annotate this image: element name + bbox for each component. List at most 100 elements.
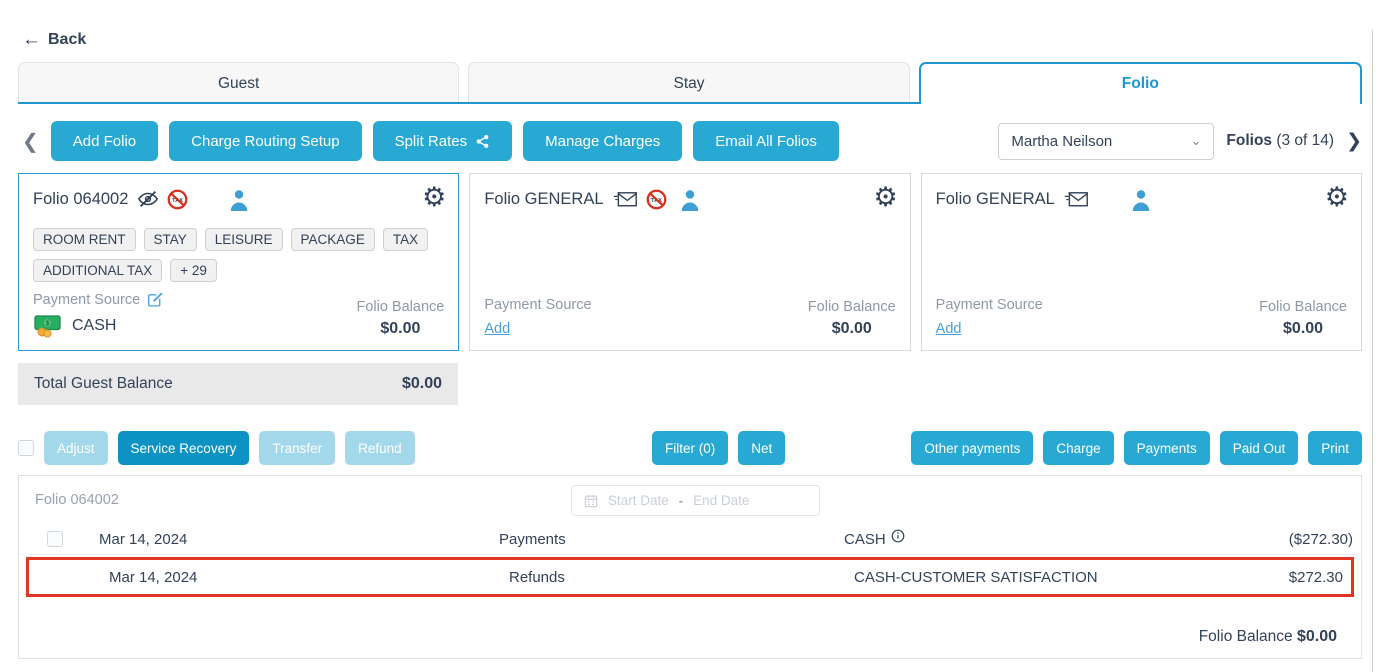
info-icon[interactable] bbox=[891, 529, 905, 543]
split-rates-button[interactable]: Split Rates bbox=[372, 121, 513, 161]
transactions-table: Folio 064002 Start Date - End Date Mar 1… bbox=[18, 475, 1362, 659]
mail-send-icon bbox=[613, 191, 637, 206]
folios-count-label: Folios (3 of 14) bbox=[1226, 132, 1334, 150]
tag-additional-tax: ADDITIONAL TAX bbox=[33, 259, 163, 282]
share-icon bbox=[476, 134, 489, 148]
filter-button[interactable]: Filter (0) bbox=[652, 431, 729, 465]
total-guest-balance-label: Total Guest Balance bbox=[34, 375, 173, 392]
highlighted-row-outline: Mar 14, 2024 Refunds CASH-CUSTOMER SATIS… bbox=[26, 557, 1354, 597]
guest-selector-value: Martha Neilson bbox=[1011, 132, 1113, 150]
back-link[interactable]: ← Back bbox=[22, 30, 86, 49]
folio-card-general-1[interactable]: Folio GENERAL TAX bbox=[469, 173, 911, 351]
email-all-folios-button[interactable]: Email All Folios bbox=[693, 121, 839, 161]
add-folio-button[interactable]: Add Folio bbox=[50, 121, 159, 161]
tab-guest[interactable]: Guest bbox=[18, 62, 460, 104]
edit-icon[interactable] bbox=[147, 291, 164, 308]
table-folio-balance-value: $0.00 bbox=[1296, 628, 1337, 645]
manage-charges-button[interactable]: Manage Charges bbox=[523, 121, 683, 161]
transaction-type: Payments bbox=[499, 530, 566, 548]
transaction-description: CASH bbox=[844, 530, 886, 548]
net-button[interactable]: Net bbox=[738, 431, 786, 465]
folio-balance-label: Folio Balance bbox=[356, 299, 445, 315]
folio-cards: Folio 064002 TAX bbox=[18, 173, 1362, 351]
gear-icon[interactable]: ⚙ bbox=[422, 182, 447, 212]
folio-balance-value: $0.00 bbox=[1283, 320, 1324, 337]
adjust-button[interactable]: Adjust bbox=[44, 431, 108, 465]
charge-tags: ROOM RENT STAY LEISURE PACKAGE TAX ADDIT… bbox=[33, 228, 444, 282]
folio-card-title: Folio 064002 bbox=[33, 189, 129, 208]
payment-source-label: Payment Source bbox=[33, 291, 141, 308]
gear-icon[interactable]: ⚙ bbox=[1324, 182, 1349, 212]
eye-off-icon bbox=[138, 191, 159, 207]
table-folio-balance-label: Folio Balance bbox=[1198, 628, 1293, 645]
tag-package: PACKAGE bbox=[290, 228, 375, 251]
mail-send-icon bbox=[1064, 191, 1088, 206]
service-recovery-button[interactable]: Service Recovery bbox=[117, 431, 250, 465]
transaction-row-refund[interactable]: Mar 14, 2024 Refunds CASH-CUSTOMER SATIS… bbox=[29, 560, 1351, 594]
date-range-input[interactable]: Start Date - End Date bbox=[571, 485, 820, 516]
transaction-row-payment[interactable]: Mar 14, 2024 Payments CASH ($272.30) bbox=[19, 524, 1361, 555]
folios-word: Folios bbox=[1226, 132, 1273, 149]
tab-underline bbox=[18, 102, 926, 104]
tag-more-count[interactable]: + 29 bbox=[170, 259, 217, 282]
tag-room-rent: ROOM RENT bbox=[33, 228, 136, 251]
calendar-icon bbox=[584, 494, 598, 507]
folio-page: ← Back Guest Stay Folio ❮ Add Folio Char… bbox=[0, 30, 1379, 672]
charge-routing-setup-button[interactable]: Charge Routing Setup bbox=[169, 121, 362, 161]
person-icon[interactable] bbox=[1130, 188, 1152, 212]
no-tax-icon: TAX bbox=[168, 189, 188, 209]
folios-count: (3 of 14) bbox=[1276, 132, 1335, 149]
tab-stay[interactable]: Stay bbox=[468, 62, 910, 104]
tag-tax: TAX bbox=[382, 228, 429, 251]
guest-selector-dropdown[interactable]: Martha Neilson ⌄ bbox=[998, 122, 1215, 160]
back-arrow-icon: ← bbox=[22, 29, 41, 50]
tab-bar: Guest Stay Folio bbox=[18, 62, 1362, 104]
folio-toolbar: ❮ Add Folio Charge Routing Setup Split R… bbox=[18, 121, 1362, 161]
prev-folios-chevron-icon[interactable]: ❮ bbox=[22, 130, 39, 153]
transaction-description: CASH-CUSTOMER SATISFACTION bbox=[854, 568, 1098, 586]
other-payments-button[interactable]: Other payments bbox=[911, 431, 1034, 465]
end-date-placeholder: End Date bbox=[693, 493, 750, 508]
svg-text:$: $ bbox=[46, 321, 50, 327]
person-icon[interactable] bbox=[228, 188, 250, 212]
folio-card-general-2[interactable]: Folio GENERAL ⚙ bbox=[920, 173, 1362, 351]
chevron-down-icon: ⌄ bbox=[1190, 133, 1202, 148]
transaction-type: Refunds bbox=[509, 568, 565, 586]
cash-icon: $ bbox=[34, 315, 61, 338]
gear-icon[interactable]: ⚙ bbox=[873, 182, 898, 212]
folio-card-title: Folio GENERAL bbox=[935, 189, 1055, 208]
transaction-date: Mar 14, 2024 bbox=[99, 530, 188, 548]
payment-source-value: CASH bbox=[72, 317, 117, 334]
transaction-amount: ($272.30) bbox=[1288, 530, 1353, 548]
page-right-divider bbox=[1372, 30, 1373, 672]
table-folio-label: Folio 064002 bbox=[35, 492, 119, 508]
folio-card-064002[interactable]: Folio 064002 TAX bbox=[18, 173, 460, 351]
start-date-placeholder: Start Date bbox=[608, 493, 669, 508]
folio-card-title: Folio GENERAL bbox=[484, 189, 604, 208]
payment-source-label: Payment Source bbox=[484, 297, 592, 313]
payment-source-label: Payment Source bbox=[935, 297, 1043, 313]
row-checkbox[interactable] bbox=[47, 531, 63, 547]
person-icon[interactable] bbox=[679, 188, 701, 212]
folio-balance-label: Folio Balance bbox=[1259, 299, 1347, 315]
split-rates-label: Split Rates bbox=[394, 132, 468, 150]
transfer-button[interactable]: Transfer bbox=[259, 431, 336, 465]
transaction-actions: Adjust Service Recovery Transfer Refund … bbox=[18, 431, 1362, 465]
payments-button[interactable]: Payments bbox=[1123, 431, 1210, 465]
folio-balance-value: $0.00 bbox=[831, 320, 872, 337]
transaction-date: Mar 14, 2024 bbox=[109, 568, 198, 586]
table-folio-balance: Folio Balance $0.00 bbox=[1199, 628, 1337, 646]
add-payment-source-link[interactable]: Add bbox=[484, 321, 511, 337]
select-all-checkbox[interactable] bbox=[18, 440, 34, 456]
tag-stay: STAY bbox=[143, 228, 197, 251]
refund-button[interactable]: Refund bbox=[345, 431, 415, 465]
date-separator: - bbox=[678, 493, 684, 508]
tab-folio[interactable]: Folio bbox=[918, 62, 1362, 104]
paid-out-button[interactable]: Paid Out bbox=[1219, 431, 1299, 465]
print-button[interactable]: Print bbox=[1308, 431, 1362, 465]
total-guest-balance-bar: Total Guest Balance $0.00 bbox=[18, 363, 458, 405]
charge-button[interactable]: Charge bbox=[1043, 431, 1114, 465]
add-payment-source-link[interactable]: Add bbox=[935, 321, 962, 337]
no-tax-icon: TAX bbox=[646, 189, 666, 209]
next-folios-chevron-icon[interactable]: ❯ bbox=[1346, 130, 1362, 152]
